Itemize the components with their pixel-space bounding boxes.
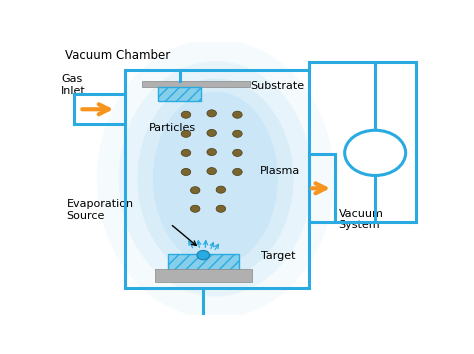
Circle shape bbox=[181, 130, 191, 137]
Circle shape bbox=[207, 130, 217, 137]
Text: Plasma: Plasma bbox=[259, 166, 300, 176]
Ellipse shape bbox=[97, 39, 334, 318]
Text: Vacuum
System: Vacuum System bbox=[338, 209, 383, 230]
Circle shape bbox=[191, 205, 200, 212]
Bar bbox=[168, 254, 239, 270]
Text: Gas
Inlet: Gas Inlet bbox=[61, 74, 86, 96]
Circle shape bbox=[233, 169, 242, 176]
Ellipse shape bbox=[118, 61, 312, 297]
Circle shape bbox=[233, 111, 242, 118]
Circle shape bbox=[181, 149, 191, 156]
Bar bbox=[155, 269, 252, 282]
Circle shape bbox=[191, 187, 200, 194]
Circle shape bbox=[181, 169, 191, 176]
Circle shape bbox=[207, 149, 217, 156]
Text: Substrate: Substrate bbox=[250, 81, 304, 91]
Text: Particles: Particles bbox=[149, 123, 196, 133]
Circle shape bbox=[197, 251, 210, 260]
Text: Evaporation
Source: Evaporation Source bbox=[66, 199, 134, 221]
Circle shape bbox=[345, 130, 406, 176]
Bar bbox=[158, 87, 201, 101]
Ellipse shape bbox=[153, 92, 278, 266]
Bar bbox=[125, 70, 309, 288]
Circle shape bbox=[216, 205, 226, 212]
Circle shape bbox=[207, 167, 217, 175]
Circle shape bbox=[233, 130, 242, 137]
Text: Power
Supply: Power Supply bbox=[356, 142, 394, 164]
Circle shape bbox=[181, 111, 191, 118]
Ellipse shape bbox=[137, 79, 293, 279]
Circle shape bbox=[233, 149, 242, 156]
Text: Vacuum Chamber: Vacuum Chamber bbox=[65, 49, 170, 62]
Text: Target: Target bbox=[261, 251, 295, 262]
Circle shape bbox=[207, 110, 217, 117]
Bar bbox=[142, 81, 250, 87]
Circle shape bbox=[216, 186, 226, 193]
